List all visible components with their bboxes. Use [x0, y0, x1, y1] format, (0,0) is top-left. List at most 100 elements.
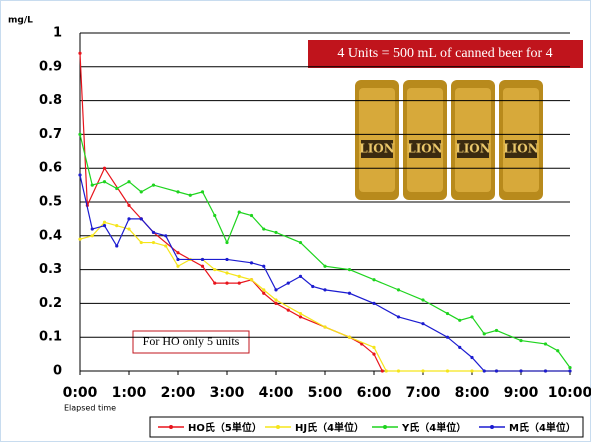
data-point	[262, 264, 266, 268]
x-tick-label: 10:00	[548, 385, 591, 401]
data-point	[188, 193, 192, 197]
data-point	[482, 332, 486, 336]
y-tick-label: 0.5	[39, 195, 62, 210]
legend-label: HJ氏（4単位）	[295, 421, 364, 434]
data-point	[372, 345, 376, 349]
legend-frame	[149, 416, 584, 438]
y-tick-label: 0.1	[39, 330, 62, 345]
y-tick-label: 0.4	[39, 228, 62, 243]
data-point	[556, 349, 560, 353]
y-tick-label: 0	[53, 364, 62, 379]
data-point	[372, 278, 376, 282]
y-tick-label: 0.9	[39, 59, 62, 74]
data-point	[445, 369, 450, 373]
data-point	[494, 328, 499, 333]
data-point	[151, 230, 156, 235]
data-point	[200, 257, 205, 262]
data-point	[225, 281, 229, 285]
legend-label: Y氏（4単位）	[401, 421, 466, 434]
data-point	[139, 240, 143, 245]
data-point	[445, 335, 450, 339]
y-axis-label: mg/L	[8, 16, 33, 26]
data-point	[176, 264, 180, 268]
data-point	[298, 274, 303, 278]
data-point	[372, 352, 376, 356]
data-point	[298, 240, 303, 245]
legend-label: HO氏（5単位）	[188, 421, 262, 434]
annotation-box	[308, 40, 583, 68]
x-tick-label: 3:00	[210, 385, 245, 401]
data-point	[213, 268, 217, 272]
data-point	[249, 278, 254, 282]
data-point	[127, 217, 131, 221]
data-point	[213, 213, 217, 218]
data-point	[458, 318, 462, 322]
data-point	[200, 264, 205, 268]
legend-label: M氏（4単位）	[509, 421, 576, 434]
data-point	[347, 291, 352, 295]
data-point	[102, 224, 107, 228]
data-point	[274, 298, 278, 302]
data-point	[396, 288, 401, 292]
annotation-box	[132, 330, 250, 354]
data-point	[421, 322, 425, 326]
y-tick-label: 0.7	[39, 127, 62, 142]
svg-text:LION: LION	[359, 142, 395, 156]
series-line	[79, 174, 570, 372]
y-tick-label: 0.6	[39, 161, 62, 176]
data-point	[286, 308, 290, 312]
data-point	[286, 281, 290, 285]
data-point	[78, 237, 82, 241]
data-point	[519, 338, 523, 343]
x-tick-label: 4:00	[259, 385, 294, 401]
svg-text:LION: LION	[407, 142, 443, 156]
data-point	[384, 369, 388, 373]
data-point	[347, 335, 352, 339]
data-point	[151, 240, 156, 245]
data-point	[311, 284, 315, 289]
data-point	[78, 173, 82, 177]
x-tick-label: 5:00	[308, 385, 343, 401]
y-tick-label: 1	[53, 26, 62, 41]
data-point	[396, 315, 401, 319]
data-point	[262, 288, 266, 292]
series-line	[79, 221, 570, 372]
data-point	[115, 224, 119, 228]
data-point	[421, 369, 425, 373]
data-point	[249, 213, 254, 218]
data-point	[102, 220, 107, 224]
annotation: For HO only 5 units	[143, 334, 240, 348]
data-point	[396, 369, 401, 373]
data-point	[274, 301, 278, 305]
data-point	[372, 301, 376, 305]
x-axis-label: Elapsed time	[64, 404, 116, 413]
data-point	[78, 132, 82, 136]
svg-text:LION: LION	[455, 142, 491, 156]
data-point	[127, 227, 131, 231]
data-point	[470, 315, 474, 319]
beer-cans: LION LION LION LION	[355, 80, 543, 200]
data-point	[176, 251, 180, 255]
data-point	[139, 190, 143, 194]
data-point	[519, 369, 523, 373]
legend-marker	[276, 425, 280, 429]
x-tick-label: 8:00	[455, 385, 490, 401]
x-tick-label: 9:00	[504, 385, 539, 401]
data-point	[274, 230, 278, 235]
data-point	[323, 264, 327, 268]
data-point	[323, 288, 327, 292]
data-point	[90, 234, 94, 238]
data-point	[262, 291, 266, 295]
data-point	[115, 244, 119, 248]
x-tick-label: 0:00	[63, 385, 98, 401]
data-point	[458, 345, 462, 349]
x-tick-label: 7:00	[406, 385, 441, 401]
legend: HO氏（5単位） HJ氏（4単位） Y氏（4単位） M氏（4単位）	[149, 416, 584, 438]
data-point	[298, 311, 303, 316]
data-point	[482, 369, 486, 373]
data-point	[176, 190, 180, 194]
legend-marker	[490, 425, 494, 429]
data-point	[274, 288, 278, 292]
